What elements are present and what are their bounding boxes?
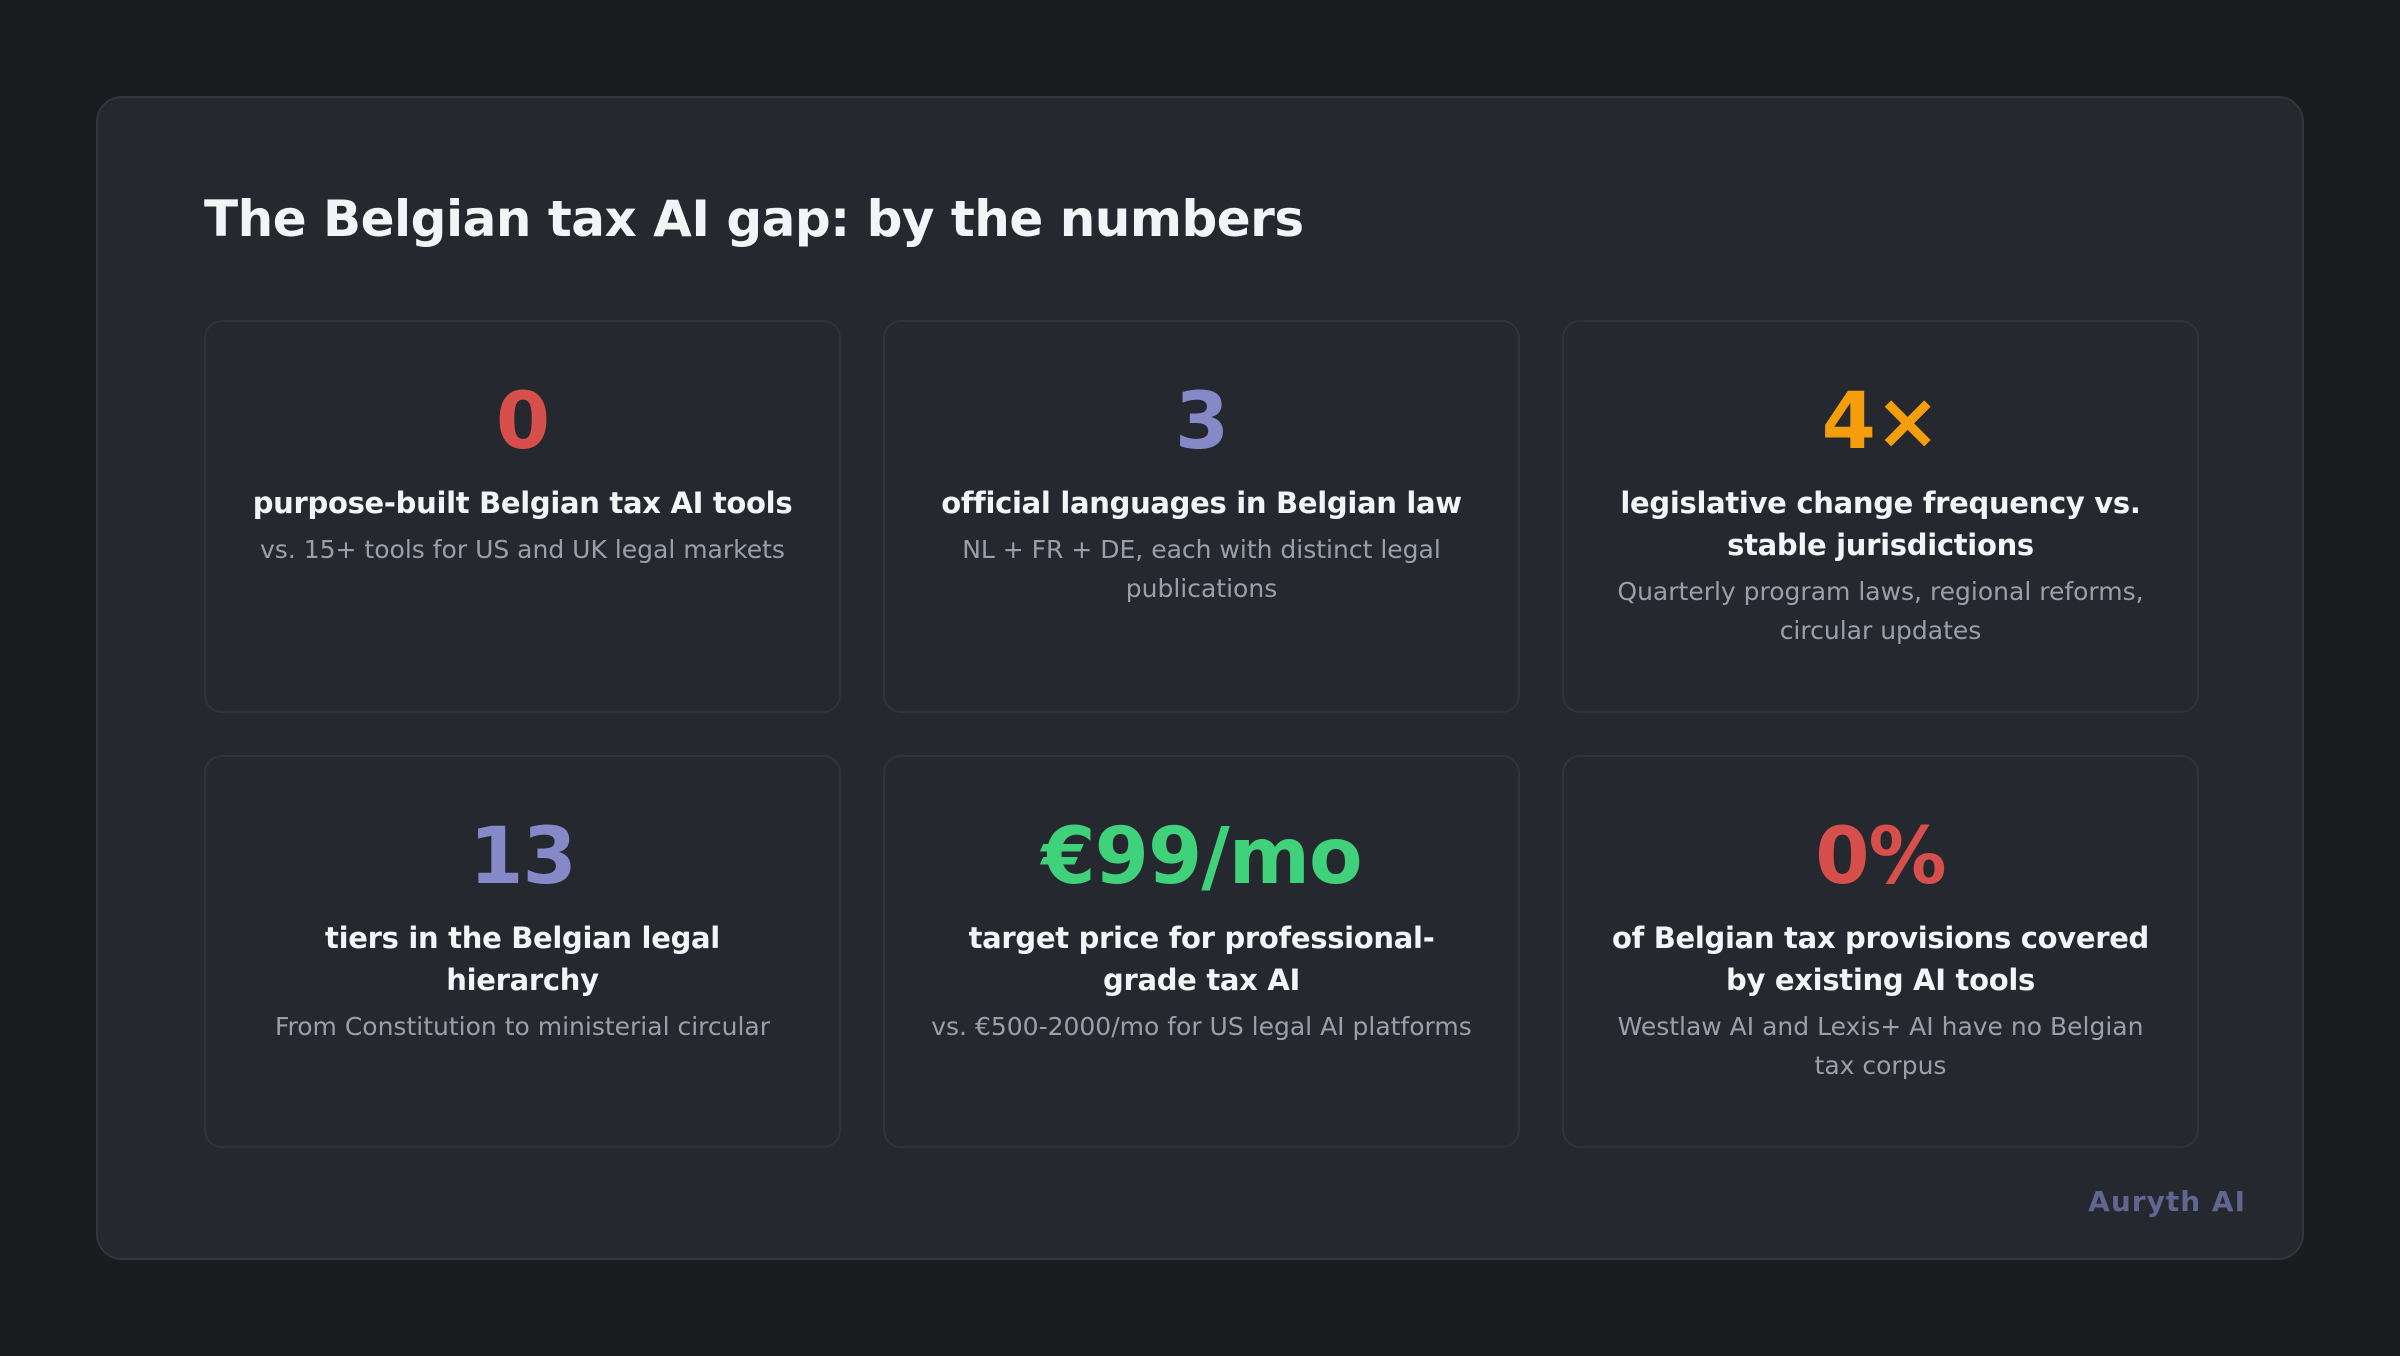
stat-sublabel: Quarterly program laws, regional reforms… [1617, 577, 2144, 645]
stat-label: official languages in Belgian law [941, 486, 1462, 520]
stat-value: 0% [1815, 812, 1946, 902]
stat-sublabel: Westlaw AI and Lexis+ AI have no Belgian… [1617, 1012, 2144, 1080]
stat-value: 13 [469, 812, 577, 902]
stat-value: 0 [495, 377, 550, 467]
stat-card-official-languages: 3 official languages in Belgian law NL +… [883, 320, 1520, 713]
stat-sublabel: vs. €500-2000/mo for US legal AI platfor… [931, 1012, 1472, 1041]
stat-label: legislative change frequency vs. stable … [1620, 486, 2141, 562]
slide-title: The Belgian tax AI gap: by the numbers [204, 190, 1304, 248]
stat-label: purpose-built Belgian tax AI tools [252, 486, 793, 520]
stat-card-target-price: €99/mo target price for professional-gra… [883, 755, 1520, 1148]
stat-sublabel: NL + FR + DE, each with distinct legal p… [962, 535, 1441, 603]
stat-sublabel: From Constitution to ministerial circula… [274, 1012, 771, 1041]
stat-card-legislative-change: 4× legislative change frequency vs. stab… [1562, 320, 2199, 713]
stats-grid: 0 purpose-built Belgian tax AI tools vs.… [204, 320, 2199, 1148]
slide-panel: The Belgian tax AI gap: by the numbers 0… [96, 96, 2304, 1260]
stat-value: €99/mo [1041, 812, 1362, 902]
stat-sublabel: vs. 15+ tools for US and UK legal market… [260, 535, 785, 564]
brand-wordmark: Auryth AI [2088, 1185, 2246, 1218]
stat-label: target price for professional-grade tax … [968, 921, 1435, 997]
stat-label: of Belgian tax provisions covered by exi… [1611, 921, 2150, 997]
stat-label: tiers in the Belgian legal hierarchy [325, 921, 720, 997]
stat-card-purpose-built-tools: 0 purpose-built Belgian tax AI tools vs.… [204, 320, 841, 713]
stat-card-coverage: 0% of Belgian tax provisions covered by … [1562, 755, 2199, 1148]
stat-card-legal-hierarchy: 13 tiers in the Belgian legal hierarchy … [204, 755, 841, 1148]
stat-value: 4× [1821, 377, 1941, 467]
stat-value: 3 [1174, 377, 1229, 467]
